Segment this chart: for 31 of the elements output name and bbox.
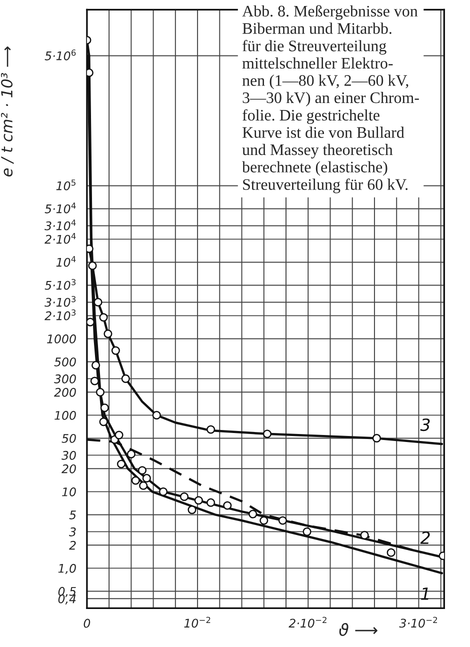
- y-tick-label: 10$^{5}$: [56, 180, 76, 190]
- y-tick-label: 1,0: [58, 564, 76, 574]
- x-tick-label: 0: [84, 618, 90, 628]
- y-tick-label: 2·10$^{4}$: [44, 233, 76, 244]
- y-axis-title: e / t cm² · 10³ ⟶: [0, 46, 14, 176]
- x-tick-label: 2·10$^{−2}$: [288, 616, 326, 628]
- y-tick-label: 5·10$^{6}$: [44, 50, 76, 60]
- y-tick-label: 3·10$^{4}$: [44, 220, 76, 230]
- y-tick-label: 100: [54, 410, 76, 420]
- y-tick-label: 5·10$^{3}$: [44, 278, 76, 290]
- y-tick-label: 1000: [47, 334, 76, 344]
- x-axis-title: ϑ ⟶: [339, 623, 378, 636]
- series-label: 3: [420, 418, 430, 432]
- y-tick-label: 200: [54, 388, 76, 397]
- series-label: 2: [420, 531, 430, 544]
- y-tick-label: 2: [69, 540, 76, 550]
- y-tick-label: 20: [62, 464, 76, 474]
- y-tick-label: 5: [69, 510, 76, 520]
- y-tick-label: 30: [62, 450, 76, 460]
- text: Abb. 8. Meßergebnisse von Biberman und Mitarbb. für die Streuverteilung mittelschneller Elektro- nen (1—80 kV, 2—60 kV, 3—30 kV) an einer Chrom- folie. Die gestrichelte Kurve ist die von Bullard und Massey theoretisch berechnete (elastische) Streuverteilung für 60 kV.: [242, 5, 419, 194]
- y-tick-label: 3·10$^{3}$: [44, 296, 76, 307]
- x-tick-label: 10$^{−2}$: [184, 616, 210, 628]
- y-tick-label: 50: [62, 434, 76, 443]
- y-tick-label: 500: [54, 357, 76, 366]
- y-tick-label: 10: [62, 487, 76, 496]
- y-tick-label: 300: [54, 374, 76, 384]
- y-tick-label: 2·10$^{3}$: [44, 309, 76, 320]
- y-tick-label: 3: [69, 527, 76, 536]
- y-tick-label: 10$^{4}$: [56, 256, 76, 267]
- y-tick-label: 5·10$^{4}$: [44, 202, 76, 214]
- x-tick-label: 3·10$^{−2}$: [399, 616, 437, 628]
